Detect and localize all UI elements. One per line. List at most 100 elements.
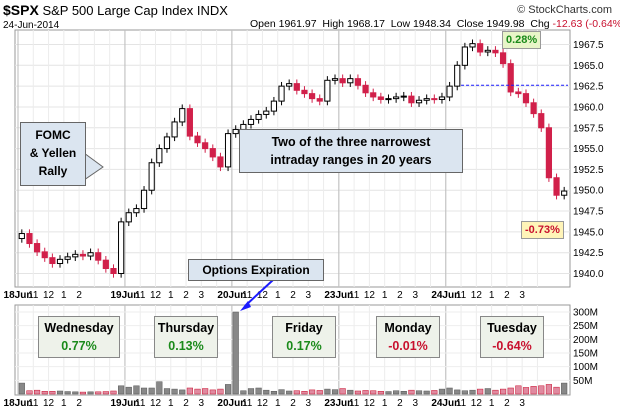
volume-bar xyxy=(240,390,247,395)
volume-bar xyxy=(415,390,423,395)
volume-bar xyxy=(515,385,522,395)
hour-label: 2 xyxy=(397,290,403,301)
time-axis: 18Jun18Jun11111212112219Jun19Jun11111212… xyxy=(4,290,526,409)
volume-bar xyxy=(163,388,171,395)
candle-body xyxy=(186,108,193,137)
price-tick-label: 1960.0 xyxy=(573,102,604,113)
day-label: 18Jun xyxy=(4,290,33,301)
candle-body xyxy=(408,95,415,104)
hour-label: 12 xyxy=(471,290,483,301)
candle-body xyxy=(79,253,87,257)
candle-body xyxy=(415,99,423,104)
candle-body xyxy=(477,43,484,53)
hour-label: 2 xyxy=(504,398,510,409)
candle-body xyxy=(95,252,102,261)
volume-bar xyxy=(56,390,64,395)
volume-bar xyxy=(370,390,377,395)
ohlc-summary: Open 1961.97 High 1968.17 Low 1948.34 Cl… xyxy=(250,18,620,30)
brand-watermark: © StockCharts.com xyxy=(517,4,612,16)
volume-bar xyxy=(110,390,117,395)
hour-label: 11 xyxy=(456,290,467,301)
candle-body xyxy=(156,148,163,164)
volume-bar xyxy=(309,389,316,395)
options-expiration-callout: Options Expiration xyxy=(188,259,324,281)
hour-label: 2 xyxy=(290,290,296,301)
day-name: Friday xyxy=(285,321,323,335)
high-pct-label: 0.28% xyxy=(502,31,542,49)
candle-body xyxy=(553,177,560,196)
price-tick-label: 1942.5 xyxy=(573,248,604,259)
volume-bar xyxy=(194,388,201,395)
candle-body xyxy=(18,233,25,240)
candle-body xyxy=(232,128,239,135)
candle-body xyxy=(118,221,125,275)
hour-label: 2 xyxy=(76,398,82,409)
volume-bar xyxy=(377,391,384,395)
volume-bar xyxy=(140,387,148,395)
candle-body xyxy=(423,98,430,101)
hour-label: 1 xyxy=(382,290,388,301)
chart-title: $SPX S&P 500 Large Cap Index INDX xyxy=(3,2,228,18)
candle-body xyxy=(286,83,293,87)
candle-body xyxy=(163,136,171,150)
candle-body xyxy=(217,156,224,168)
volume-bar xyxy=(263,389,270,395)
day-label: 20Jun xyxy=(217,398,246,409)
hour-label: 2 xyxy=(183,290,189,301)
hour-label: 2 xyxy=(76,290,82,301)
volume-bar xyxy=(225,384,232,395)
hour-label: 12 xyxy=(257,398,269,409)
candle-body xyxy=(522,93,530,104)
candle-body xyxy=(461,46,468,66)
volume-bar xyxy=(484,388,491,395)
candle-body xyxy=(49,257,56,265)
volume-bar xyxy=(171,388,178,395)
candle-body xyxy=(148,162,155,191)
chart-date: 24-Jun-2014 xyxy=(3,20,60,31)
volume-bar xyxy=(118,385,125,395)
volume-bar xyxy=(133,385,140,395)
volume-bar xyxy=(156,381,163,395)
volume-bar xyxy=(538,385,545,395)
candle-body xyxy=(26,233,33,245)
hour-label: 3 xyxy=(412,290,418,301)
candle-body xyxy=(331,78,339,81)
day-change-pct: 0.17% xyxy=(286,339,322,353)
day-box-thursday: Thursday 0.13% xyxy=(154,316,218,358)
hour-label: 11 xyxy=(349,290,360,301)
day-label: 19Jun xyxy=(110,290,139,301)
symbol: $SPX xyxy=(3,2,39,18)
volume-bar xyxy=(385,391,392,395)
day-name: Tuesday xyxy=(487,321,537,335)
candle-body xyxy=(194,135,201,144)
hour-label: 2 xyxy=(397,398,403,409)
volume-bar xyxy=(362,390,369,395)
volume-bars xyxy=(18,311,568,395)
volume-bar xyxy=(232,311,239,395)
candle-body xyxy=(270,100,278,112)
candle-body xyxy=(263,110,270,115)
candle-body xyxy=(561,190,568,196)
price-tick-label: 1952.5 xyxy=(573,165,604,176)
hour-label: 11 xyxy=(456,398,467,409)
hour-label: 1 xyxy=(168,398,174,409)
volume-bar xyxy=(561,382,568,395)
price-tick-label: 1945.0 xyxy=(573,227,604,238)
volume-bar xyxy=(26,390,33,395)
candle-body xyxy=(354,78,362,86)
volume-bar xyxy=(293,390,300,395)
hour-label: 2 xyxy=(290,398,296,409)
hour-label: 3 xyxy=(519,398,525,409)
hour-label: 11 xyxy=(28,290,39,301)
candle-body xyxy=(347,78,354,84)
volume-bar xyxy=(64,391,71,395)
volume-bar xyxy=(179,389,186,395)
hour-label: 12 xyxy=(471,398,483,409)
candle-body xyxy=(446,85,453,98)
candle-body xyxy=(393,96,400,100)
volume-bar xyxy=(79,391,87,395)
volume-bar xyxy=(286,390,293,395)
candle-body xyxy=(110,268,117,275)
volume-tick-label: 150M xyxy=(573,349,598,360)
volume-tick-label: 100M xyxy=(573,362,598,373)
